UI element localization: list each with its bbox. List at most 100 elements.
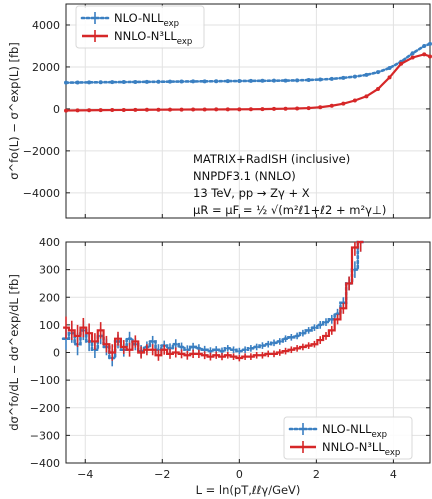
y-tick-label: −300 bbox=[30, 429, 60, 442]
data-point bbox=[341, 101, 346, 106]
x-tick-label: −4 bbox=[77, 468, 93, 481]
data-point bbox=[410, 51, 415, 56]
y-tick-label: −2000 bbox=[23, 145, 60, 158]
data-point bbox=[376, 86, 380, 91]
y-tick-label: 200 bbox=[39, 291, 60, 304]
data-point bbox=[283, 106, 288, 111]
data-point bbox=[87, 108, 92, 113]
data-point bbox=[202, 79, 207, 84]
data-point bbox=[283, 78, 288, 83]
data-point bbox=[64, 108, 68, 113]
y-tick-label: 2000 bbox=[32, 61, 60, 74]
data-point bbox=[110, 80, 115, 85]
data-point bbox=[306, 77, 311, 82]
y-tick-label: −400 bbox=[30, 457, 60, 470]
data-point bbox=[168, 79, 172, 84]
annotation-line: 13 TeV, pp → Zγ + X bbox=[193, 186, 310, 200]
data-point bbox=[248, 107, 253, 112]
data-point bbox=[272, 106, 276, 111]
data-point bbox=[133, 107, 138, 112]
data-point bbox=[364, 94, 369, 99]
data-point bbox=[191, 79, 196, 84]
data-point bbox=[237, 78, 242, 83]
data-point bbox=[318, 77, 323, 82]
data-point bbox=[64, 80, 68, 85]
x-tick-label: 2 bbox=[313, 468, 320, 481]
data-point bbox=[329, 103, 334, 108]
y-tick-label: 0 bbox=[53, 103, 60, 116]
data-point bbox=[225, 79, 230, 84]
legend-label: NNLO-N³LLexp bbox=[114, 29, 192, 47]
legend-box bbox=[75, 5, 205, 49]
data-point bbox=[75, 108, 80, 113]
data-point bbox=[168, 107, 172, 112]
data-point bbox=[179, 79, 184, 84]
data-point bbox=[428, 41, 432, 46]
top-panel: −4000 −2000 0 2000 4000 NLO-NLLexpNNLO-N³LLex… bbox=[7, 3, 432, 219]
legend-label: NLO-NLLexp bbox=[114, 11, 179, 29]
data-point bbox=[87, 80, 92, 85]
y-tick-label: 0 bbox=[53, 347, 60, 360]
data-point bbox=[225, 107, 230, 112]
y-tick-label: −200 bbox=[30, 402, 60, 415]
series-line bbox=[64, 42, 432, 84]
data-point bbox=[110, 108, 115, 113]
data-point bbox=[156, 79, 161, 84]
data-point bbox=[202, 107, 207, 112]
y-tick-label: −100 bbox=[30, 374, 60, 387]
data-point bbox=[98, 108, 103, 113]
data-point bbox=[399, 61, 404, 66]
y-tick-label: 4000 bbox=[32, 19, 60, 32]
data-point bbox=[387, 65, 392, 70]
data-point bbox=[364, 72, 369, 77]
data-point bbox=[121, 80, 126, 85]
series-line bbox=[61, 240, 365, 360]
annotation-line: MATRIX+RadISH (inclusive) bbox=[193, 152, 350, 166]
data-point bbox=[144, 79, 149, 84]
data-point bbox=[306, 106, 311, 111]
data-point bbox=[144, 107, 149, 112]
data-point bbox=[214, 107, 219, 112]
legend-label: NNLO-N³LLexp bbox=[322, 440, 400, 458]
data-point bbox=[191, 107, 196, 112]
data-point bbox=[156, 107, 161, 112]
data-point bbox=[133, 79, 138, 84]
data-point bbox=[341, 75, 346, 80]
data-point bbox=[352, 98, 357, 103]
data-point bbox=[260, 107, 265, 112]
annotation-line: NNPDF3.1 (NNLO) bbox=[193, 169, 296, 183]
x-tick-label: 4 bbox=[390, 468, 397, 481]
data-point bbox=[75, 80, 80, 85]
data-point bbox=[98, 80, 103, 85]
y-tick-label: 100 bbox=[39, 319, 60, 332]
data-point bbox=[376, 70, 380, 75]
data-point bbox=[179, 107, 184, 112]
data-point bbox=[260, 78, 265, 83]
data-point bbox=[422, 43, 427, 48]
data-point bbox=[295, 106, 300, 111]
data-point bbox=[237, 107, 242, 112]
data-point bbox=[329, 76, 334, 81]
legend-box bbox=[283, 416, 413, 460]
data-point bbox=[248, 78, 253, 83]
data-point bbox=[422, 52, 427, 57]
data-point bbox=[295, 78, 300, 83]
data-point bbox=[387, 75, 392, 80]
data-point bbox=[318, 105, 323, 110]
data-point bbox=[121, 107, 126, 112]
bottom-panel: −400 −300 −200 −100 0 100 200 300 400 −4 −2 0 2 4 NLO-… bbox=[7, 236, 431, 497]
y-tick-label: −4000 bbox=[23, 187, 60, 200]
x-tick-label: −2 bbox=[154, 468, 170, 481]
y-axis-label: dσ^fo/dL − dσ^exp/dL [fb] bbox=[7, 274, 21, 431]
x-tick-label: 0 bbox=[236, 468, 243, 481]
annotation-line: μR = μF = ½ √(m²ℓ1+ℓ2 + m²γ⊥) bbox=[193, 203, 386, 217]
data-point bbox=[352, 74, 357, 79]
y-tick-label: 300 bbox=[39, 264, 60, 277]
data-point bbox=[428, 54, 432, 59]
legend-label: NLO-NLLexp bbox=[322, 422, 387, 440]
y-tick-label: 400 bbox=[39, 236, 60, 249]
data-point bbox=[410, 55, 415, 60]
series-line bbox=[63, 240, 364, 360]
y-axis-label: σ^fo(L) − σ^exp(L) [fb] bbox=[7, 42, 21, 180]
